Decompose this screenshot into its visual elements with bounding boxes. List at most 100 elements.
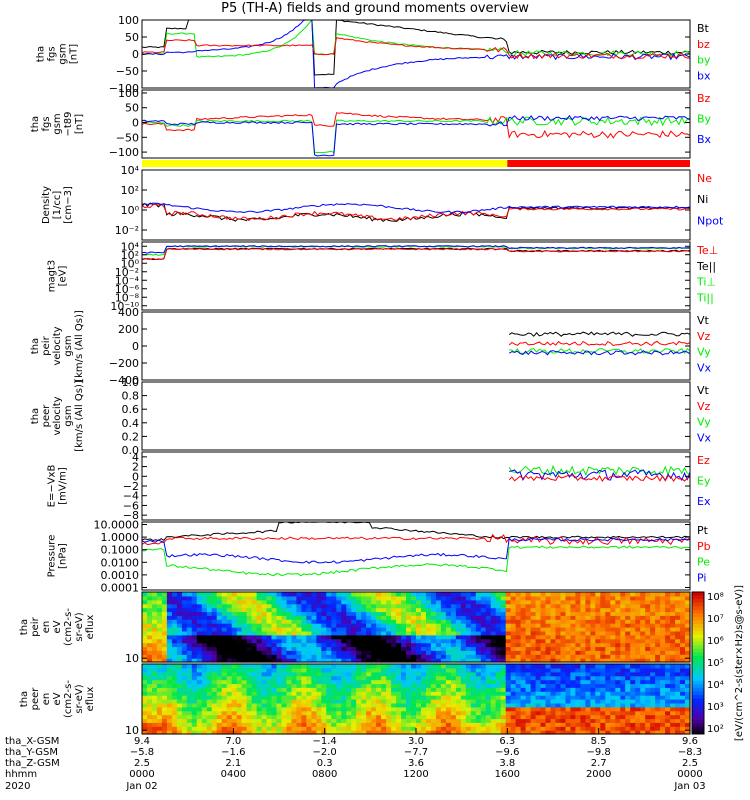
heatmap-cell (296, 642, 302, 648)
heatmap-cell (520, 615, 527, 620)
heatmap-cell (590, 671, 596, 677)
heatmap-cell (236, 664, 243, 669)
heatmap-cell (411, 710, 417, 716)
heatmap-cell (241, 722, 248, 727)
heatmap-cell (605, 671, 611, 677)
heatmap-cell (530, 679, 537, 685)
heatmap-cell (595, 607, 601, 613)
heatmap-cell (500, 710, 507, 716)
heatmap-cell (291, 646, 298, 651)
heatmap-cell (306, 702, 312, 708)
heatmap-cell (665, 695, 671, 700)
heatmap-cell (401, 706, 407, 712)
heatmap-cell (685, 603, 691, 609)
heatmap-cell (152, 706, 158, 712)
heatmap-cell (485, 702, 492, 708)
heatmap-cell (585, 607, 591, 613)
heatmap-cell (445, 592, 452, 597)
heatmap-cell (331, 650, 337, 655)
heatmap-cell (670, 603, 676, 609)
heatmap-cell (635, 630, 641, 636)
legend-bx: bx (697, 69, 711, 82)
heatmap-cell (216, 658, 223, 663)
heatmap-cell (296, 683, 302, 688)
heatmap-cell (281, 623, 288, 628)
heatmap-cell (276, 730, 283, 735)
heatmap-cell (371, 675, 377, 681)
heatmap-cell (570, 695, 576, 700)
heatmap-cell (142, 699, 148, 704)
heatmap-cell (580, 599, 586, 605)
heatmap-cell (356, 664, 362, 669)
heatmap-cell (610, 627, 616, 632)
heatmap-cell (455, 683, 462, 688)
heatmap-cell (615, 646, 621, 651)
heatmap-cell (610, 650, 616, 655)
heatmap-cell (396, 627, 402, 632)
heatmap-cell (645, 687, 651, 692)
heatmap-cell (201, 619, 208, 624)
heatmap-cell (266, 718, 273, 723)
heatmap-cell (685, 611, 691, 616)
heatmap-cell (465, 654, 472, 659)
heatmap-cell (510, 638, 517, 644)
heatmap-cell (366, 664, 372, 669)
heatmap-cell (520, 675, 527, 681)
heatmap-cell (540, 630, 547, 636)
heatmap-cell (301, 638, 307, 644)
heatmap-cell (570, 718, 576, 723)
heatmap-cell (520, 592, 527, 597)
heatmap-cell (600, 664, 606, 669)
heatmap-cell (535, 654, 542, 659)
heatmap-cell (226, 595, 233, 601)
heatmap-cell (152, 695, 158, 700)
heatmap-cell (505, 619, 512, 624)
heatmap-cell (455, 687, 462, 692)
heatmap-cell (426, 595, 432, 601)
heatmap-cell (396, 675, 402, 681)
heatmap-cell (610, 607, 616, 613)
heatmap-cell (361, 683, 367, 688)
heatmap-cell (575, 671, 581, 677)
y-tick-label: 10⁴ (121, 164, 140, 177)
heatmap-cell (515, 592, 522, 597)
heatmap-cell (515, 710, 522, 716)
heatmap-cell (341, 726, 347, 731)
heatmap-cell (191, 638, 198, 644)
heatmap-cell (196, 675, 203, 681)
heatmap-cell (555, 642, 562, 648)
heatmap-cell (371, 615, 377, 620)
heatmap-cell (266, 650, 273, 655)
heatmap-cell (291, 695, 298, 700)
heatmap-cell (625, 599, 631, 605)
heatmap-cell (510, 603, 517, 609)
heatmap-cell (256, 599, 263, 605)
heatmap-cell (520, 654, 527, 659)
heatmap-cell (675, 730, 681, 735)
heatmap-cell (665, 607, 671, 613)
heatmap-cell (570, 650, 576, 655)
heatmap-cell (291, 687, 298, 692)
heatmap-cell (226, 664, 233, 669)
heatmap-cell (256, 638, 263, 644)
heatmap-cell (176, 623, 183, 628)
heatmap-cell (445, 714, 452, 720)
heatmap-cell (565, 714, 572, 720)
heatmap-cell (381, 706, 387, 712)
heatmap-cell (281, 683, 288, 688)
heatmap-cell (386, 592, 392, 597)
heatmap-cell (147, 599, 153, 605)
heatmap-cell (510, 611, 517, 616)
heatmap-cell (416, 615, 422, 620)
heatmap-cell (450, 650, 457, 655)
heatmap-cell (610, 695, 616, 700)
heatmap-cell (251, 664, 258, 669)
heatmap-cell (590, 619, 596, 624)
heatmap-cell (475, 722, 482, 727)
heatmap-cell (590, 726, 596, 731)
heatmap-cell (331, 595, 337, 601)
heatmap-cell (216, 726, 223, 731)
heatmap-cell (191, 623, 198, 628)
heatmap-cell (206, 603, 213, 609)
heatmap-cell (635, 675, 641, 681)
